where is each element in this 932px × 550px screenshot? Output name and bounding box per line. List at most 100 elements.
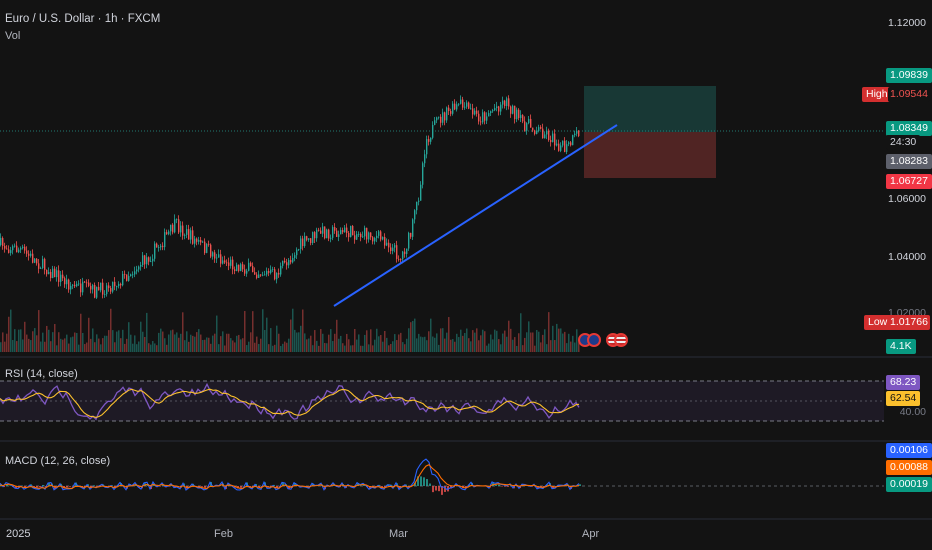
candle	[404, 251, 406, 254]
volume-bar	[278, 333, 280, 352]
volume-bar	[502, 333, 504, 352]
volume-bar	[520, 313, 522, 352]
candle	[438, 116, 440, 118]
volume-bar	[346, 333, 348, 352]
candle	[28, 253, 30, 256]
volume-bar	[400, 332, 402, 352]
macd-indicator-label[interactable]: MACD (12, 26, close)	[5, 455, 111, 467]
candle	[334, 227, 336, 231]
time-axis-label: Mar	[389, 528, 408, 540]
candle	[512, 105, 514, 114]
stop-loss-zone[interactable]	[584, 132, 716, 178]
volume-bar	[4, 341, 6, 352]
candle	[288, 260, 290, 266]
candle	[106, 285, 108, 295]
macd-histogram-bar	[240, 486, 242, 488]
volume-bar	[532, 332, 534, 352]
candle	[444, 112, 446, 121]
macd-histogram-bar	[507, 486, 509, 487]
volume-bar	[158, 332, 160, 352]
candle	[494, 108, 496, 111]
candle	[108, 285, 110, 289]
candle	[238, 264, 240, 271]
candle	[96, 286, 98, 298]
candle	[54, 268, 56, 278]
volume-bar	[262, 309, 264, 352]
candle	[358, 233, 360, 235]
volume-bar	[134, 335, 136, 352]
eu-flag-event-icon[interactable]	[587, 333, 601, 347]
volume-bar	[180, 333, 182, 352]
candle	[280, 265, 282, 275]
macd-histogram-bar	[120, 483, 122, 486]
volume-bar	[342, 343, 344, 352]
volume-bar	[252, 311, 254, 352]
volume-indicator-label[interactable]: Vol	[5, 30, 21, 42]
trendline[interactable]	[333, 124, 618, 307]
macd-histogram-bar	[312, 483, 314, 486]
volume-bar	[336, 319, 338, 352]
volume-bar	[352, 345, 354, 352]
symbol-title[interactable]: Euro / U.S. Dollar · 1h · FXCM	[5, 13, 161, 25]
macd-histogram-bar	[369, 486, 371, 489]
volume-bar	[512, 339, 514, 352]
candle	[378, 231, 380, 236]
volume-bar	[344, 345, 346, 352]
volume-bar	[334, 333, 336, 352]
volume-bar	[98, 338, 100, 352]
take-profit-zone[interactable]	[584, 86, 716, 132]
volume-bar	[542, 334, 544, 352]
volume-bar	[314, 330, 316, 352]
candle	[290, 260, 292, 263]
candle	[66, 279, 68, 285]
candle	[218, 254, 220, 258]
volume-bar	[544, 329, 546, 352]
candle	[414, 210, 416, 220]
us-flag-event-icon[interactable]	[614, 333, 628, 347]
candle	[210, 244, 212, 257]
macd-histogram-bar	[270, 486, 272, 487]
candle	[524, 121, 526, 131]
rsi-indicator-label[interactable]: RSI (14, close)	[5, 368, 78, 380]
candle	[328, 229, 330, 239]
macd-histogram-bar	[378, 484, 380, 486]
candle	[526, 123, 528, 131]
macd-histogram-bar	[441, 486, 443, 495]
candle	[384, 236, 386, 246]
volume-bar	[438, 344, 440, 352]
volume-bar	[236, 335, 238, 352]
candle	[188, 229, 190, 240]
candle	[70, 285, 72, 290]
volume-bar	[38, 310, 40, 352]
volume-bar	[558, 328, 560, 352]
macd-histogram-bar	[30, 484, 32, 486]
volume-bar	[266, 317, 268, 352]
candle	[222, 260, 224, 264]
volume-bar	[404, 344, 406, 352]
volume-bar	[576, 329, 578, 352]
volume-bar	[430, 318, 432, 352]
volume-bar	[114, 342, 116, 352]
macd-histogram-bar	[69, 486, 71, 487]
candlestick-series[interactable]	[0, 95, 580, 300]
candle	[514, 105, 516, 120]
candle	[302, 238, 304, 247]
candle	[550, 140, 552, 143]
macd-histogram-bar	[420, 476, 422, 486]
candle	[412, 219, 414, 237]
volume-bar	[162, 331, 164, 352]
volume-bar	[458, 337, 460, 352]
volume-bar	[300, 325, 302, 352]
volume-bar	[528, 321, 530, 352]
candle	[266, 271, 268, 275]
macd-histogram-bar	[6, 484, 8, 486]
candle	[364, 227, 366, 237]
volume-bar	[54, 324, 56, 352]
macd-histogram-bar	[3, 486, 5, 488]
candle	[416, 201, 418, 211]
long-position-tool[interactable]	[584, 86, 716, 178]
macd-histogram-bar	[465, 486, 467, 488]
price-axis-label: 1.12000	[888, 17, 926, 29]
candle	[374, 238, 376, 242]
